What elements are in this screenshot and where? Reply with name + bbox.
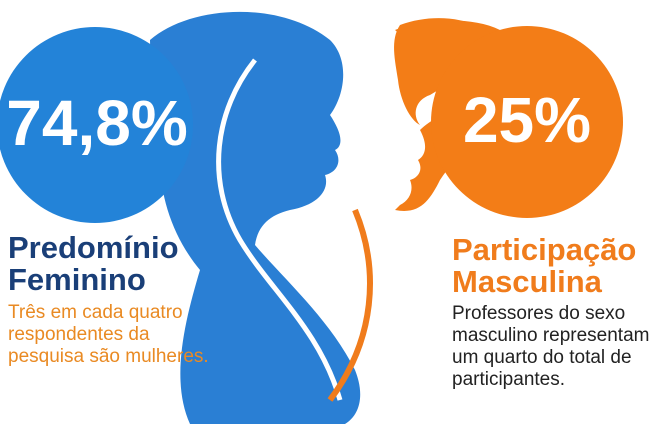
title-line: Masculina (452, 266, 636, 298)
desc-line: participantes. (452, 369, 649, 391)
male-title: Participação Masculina (452, 234, 636, 298)
female-stat: 74,8% (6, 87, 187, 159)
female-title: Predomínio Feminino (8, 232, 179, 296)
female-description: Três em cada quatro respondentes da pesq… (8, 302, 209, 368)
title-line: Predomínio (8, 232, 179, 264)
male-description: Professores do sexo masculino representa… (452, 303, 649, 391)
infographic: {"female": {"stat": "74,8%", "title_line… (0, 0, 662, 424)
title-line: Participação (452, 234, 636, 266)
desc-line: pesquisa são mulheres. (8, 346, 209, 368)
desc-line: Professores do sexo (452, 303, 649, 325)
desc-line: masculino representam (452, 325, 649, 347)
male-stat: 25% (463, 84, 591, 156)
desc-line: um quarto do total de (452, 347, 649, 369)
desc-line: Três em cada quatro (8, 302, 209, 324)
title-line: Feminino (8, 264, 179, 296)
desc-line: respondentes da (8, 324, 209, 346)
